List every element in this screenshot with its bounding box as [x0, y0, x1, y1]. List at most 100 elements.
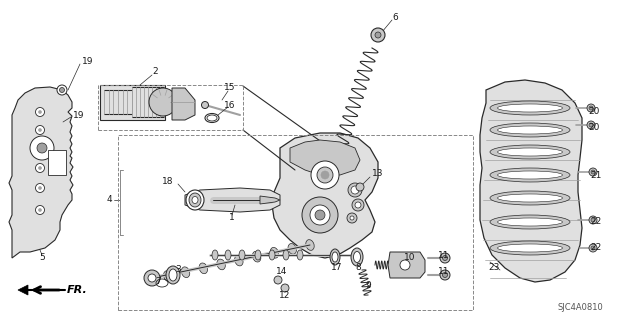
Ellipse shape	[497, 148, 563, 156]
Ellipse shape	[192, 197, 198, 204]
Ellipse shape	[288, 243, 296, 254]
Text: 19: 19	[73, 110, 84, 120]
Circle shape	[591, 246, 595, 250]
Text: 2: 2	[152, 68, 158, 77]
Ellipse shape	[490, 101, 570, 115]
Text: 13: 13	[372, 168, 383, 177]
Text: 19: 19	[82, 57, 93, 66]
Ellipse shape	[146, 275, 154, 286]
Circle shape	[202, 101, 209, 108]
Circle shape	[35, 125, 45, 135]
Polygon shape	[388, 252, 425, 278]
Bar	[98, 85, 243, 130]
Polygon shape	[185, 188, 280, 212]
Ellipse shape	[497, 218, 563, 226]
Circle shape	[440, 253, 450, 263]
Circle shape	[57, 85, 67, 95]
Circle shape	[310, 205, 330, 225]
Circle shape	[335, 145, 345, 155]
Ellipse shape	[235, 255, 243, 266]
Ellipse shape	[490, 215, 570, 229]
Circle shape	[589, 216, 597, 224]
Polygon shape	[172, 88, 195, 120]
Circle shape	[148, 274, 156, 282]
Text: 5: 5	[39, 254, 45, 263]
Text: 20: 20	[588, 123, 600, 132]
Ellipse shape	[225, 250, 231, 260]
Ellipse shape	[490, 191, 570, 205]
Circle shape	[317, 167, 333, 183]
Circle shape	[315, 210, 325, 220]
Circle shape	[589, 168, 597, 176]
Circle shape	[356, 183, 364, 191]
Polygon shape	[9, 87, 73, 258]
Ellipse shape	[497, 171, 563, 179]
Text: 9: 9	[365, 280, 371, 290]
Circle shape	[321, 171, 329, 179]
Circle shape	[587, 104, 595, 112]
Circle shape	[587, 121, 595, 129]
Ellipse shape	[497, 244, 563, 252]
Circle shape	[440, 270, 450, 280]
Bar	[100, 85, 165, 120]
Circle shape	[400, 260, 410, 270]
Text: 15: 15	[224, 84, 236, 93]
Polygon shape	[480, 80, 582, 282]
Circle shape	[589, 244, 597, 252]
Circle shape	[442, 272, 447, 278]
Ellipse shape	[490, 123, 570, 137]
Polygon shape	[272, 133, 378, 258]
Circle shape	[347, 213, 357, 223]
Text: 14: 14	[276, 268, 288, 277]
Circle shape	[37, 143, 47, 153]
Polygon shape	[18, 285, 28, 295]
Ellipse shape	[497, 194, 563, 202]
Circle shape	[589, 123, 593, 127]
Text: 22: 22	[590, 218, 601, 226]
Circle shape	[35, 144, 45, 152]
Circle shape	[38, 187, 42, 189]
Text: 18: 18	[163, 177, 173, 187]
Circle shape	[311, 161, 339, 189]
Circle shape	[30, 136, 54, 160]
Ellipse shape	[212, 250, 218, 260]
Text: SJC4A0810: SJC4A0810	[557, 303, 603, 313]
Ellipse shape	[490, 168, 570, 182]
Ellipse shape	[181, 267, 189, 278]
Text: 11: 11	[438, 250, 449, 259]
Circle shape	[60, 87, 65, 93]
Ellipse shape	[189, 193, 201, 207]
Ellipse shape	[490, 145, 570, 159]
Text: 8: 8	[355, 263, 361, 272]
Circle shape	[38, 146, 42, 150]
Ellipse shape	[497, 126, 563, 134]
Circle shape	[302, 197, 338, 233]
Circle shape	[38, 110, 42, 114]
Circle shape	[591, 170, 595, 174]
Polygon shape	[290, 140, 360, 175]
Ellipse shape	[186, 190, 204, 210]
Ellipse shape	[497, 104, 563, 112]
Circle shape	[355, 202, 361, 208]
Text: 11: 11	[438, 268, 449, 277]
Ellipse shape	[164, 271, 172, 281]
Ellipse shape	[199, 263, 207, 274]
Circle shape	[274, 276, 282, 284]
Bar	[48, 150, 66, 175]
Circle shape	[35, 205, 45, 214]
Ellipse shape	[353, 251, 360, 263]
Circle shape	[35, 183, 45, 192]
Circle shape	[352, 199, 364, 211]
Text: 17: 17	[332, 263, 343, 272]
Ellipse shape	[490, 241, 570, 255]
Ellipse shape	[332, 252, 338, 262]
Ellipse shape	[351, 248, 363, 266]
Ellipse shape	[169, 269, 177, 281]
Circle shape	[38, 167, 42, 169]
Circle shape	[149, 88, 177, 116]
Polygon shape	[260, 196, 280, 204]
Ellipse shape	[269, 250, 275, 260]
Ellipse shape	[239, 250, 245, 260]
Circle shape	[371, 28, 385, 42]
Text: 1: 1	[229, 213, 235, 222]
